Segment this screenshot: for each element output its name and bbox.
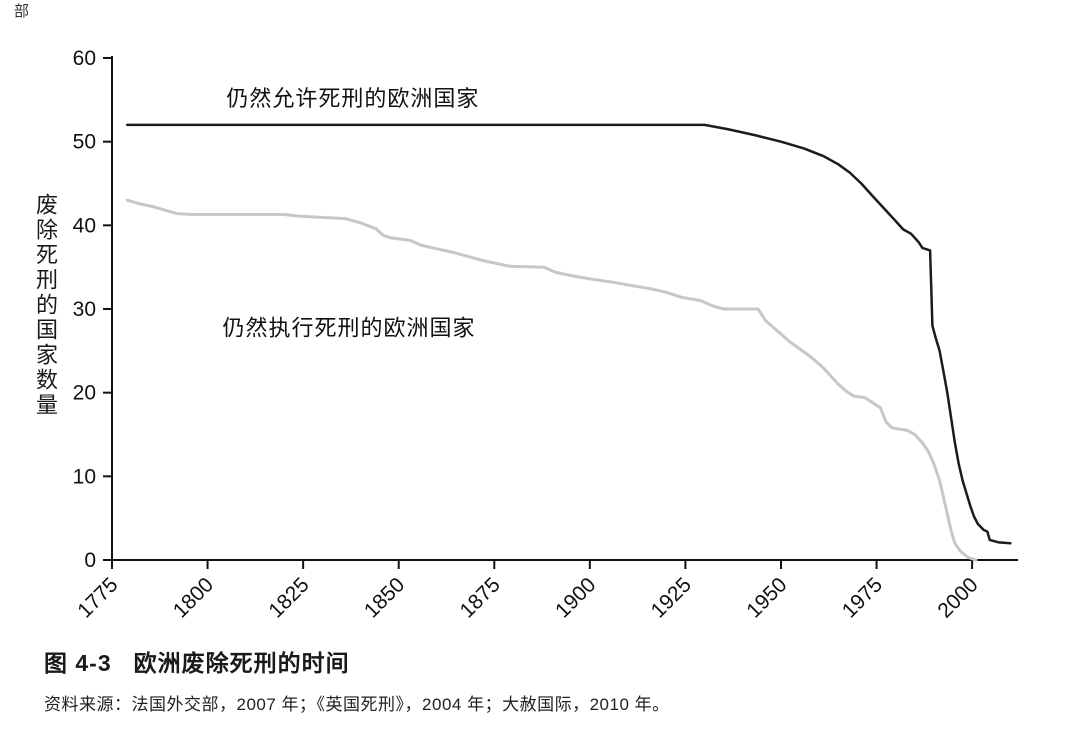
x-tick-label: 2000 [933, 573, 982, 622]
x-tick-label: 1850 [360, 573, 409, 622]
series-annotation: 仍然执行死刑的欧洲国家 [223, 315, 476, 340]
y-tick-label: 60 [73, 47, 96, 70]
x-tick-label: 1925 [647, 573, 696, 622]
source-note: 资料来源：法国外交部，2007 年；《英国死刑》，2004 年；大赦国际，201… [44, 695, 670, 714]
figure-title: 欧洲废除死刑的时间 [133, 650, 350, 676]
x-tick-label: 1975 [838, 573, 887, 622]
series-line [125, 198, 978, 562]
x-tick-label: 1800 [169, 573, 218, 622]
page-fragment-text: 部 [14, 3, 30, 20]
y-tick-label: 40 [73, 214, 96, 237]
x-tick-label: 1950 [742, 573, 791, 622]
y-axis-label: 废除死刑的国家数量 [33, 193, 58, 418]
death-penalty-line-chart: 0 10 20 30 40 50 60 1775 1800 1825 1850 1875 1900 192… [73, 47, 1018, 623]
y-tick-label: 0 [84, 549, 96, 572]
series-annotation: 仍然允许死刑的欧洲国家 [226, 86, 479, 111]
figure-number: 图 4-3 [44, 650, 112, 676]
series-line [126, 123, 1012, 545]
y-tick-label: 50 [73, 131, 96, 154]
x-tick-label: 1900 [551, 573, 600, 622]
x-tick-label: 1875 [456, 573, 505, 622]
y-tick-label: 20 [73, 382, 96, 405]
x-tick-label: 1775 [73, 573, 122, 622]
x-tick-label: 1825 [264, 573, 313, 622]
figure-caption: 图 4-3 欧洲废除死刑的时间 [44, 644, 350, 678]
y-tick-label: 10 [73, 465, 96, 488]
y-tick-label: 30 [73, 298, 96, 321]
